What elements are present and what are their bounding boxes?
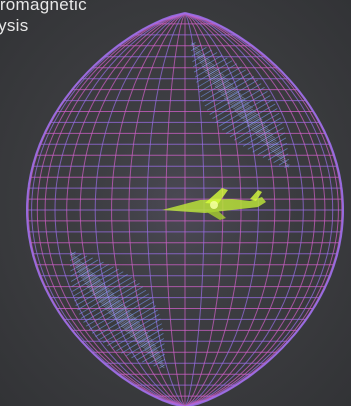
dense-lobe-mesh (69, 42, 290, 369)
caption-text: ctromagnetic lysis (0, 0, 87, 36)
caption-line-2: lysis (0, 16, 29, 35)
aircraft-model-icon (162, 188, 266, 220)
mesh-grid (26, 12, 344, 406)
caption-line-1: ctromagnetic (0, 0, 87, 14)
